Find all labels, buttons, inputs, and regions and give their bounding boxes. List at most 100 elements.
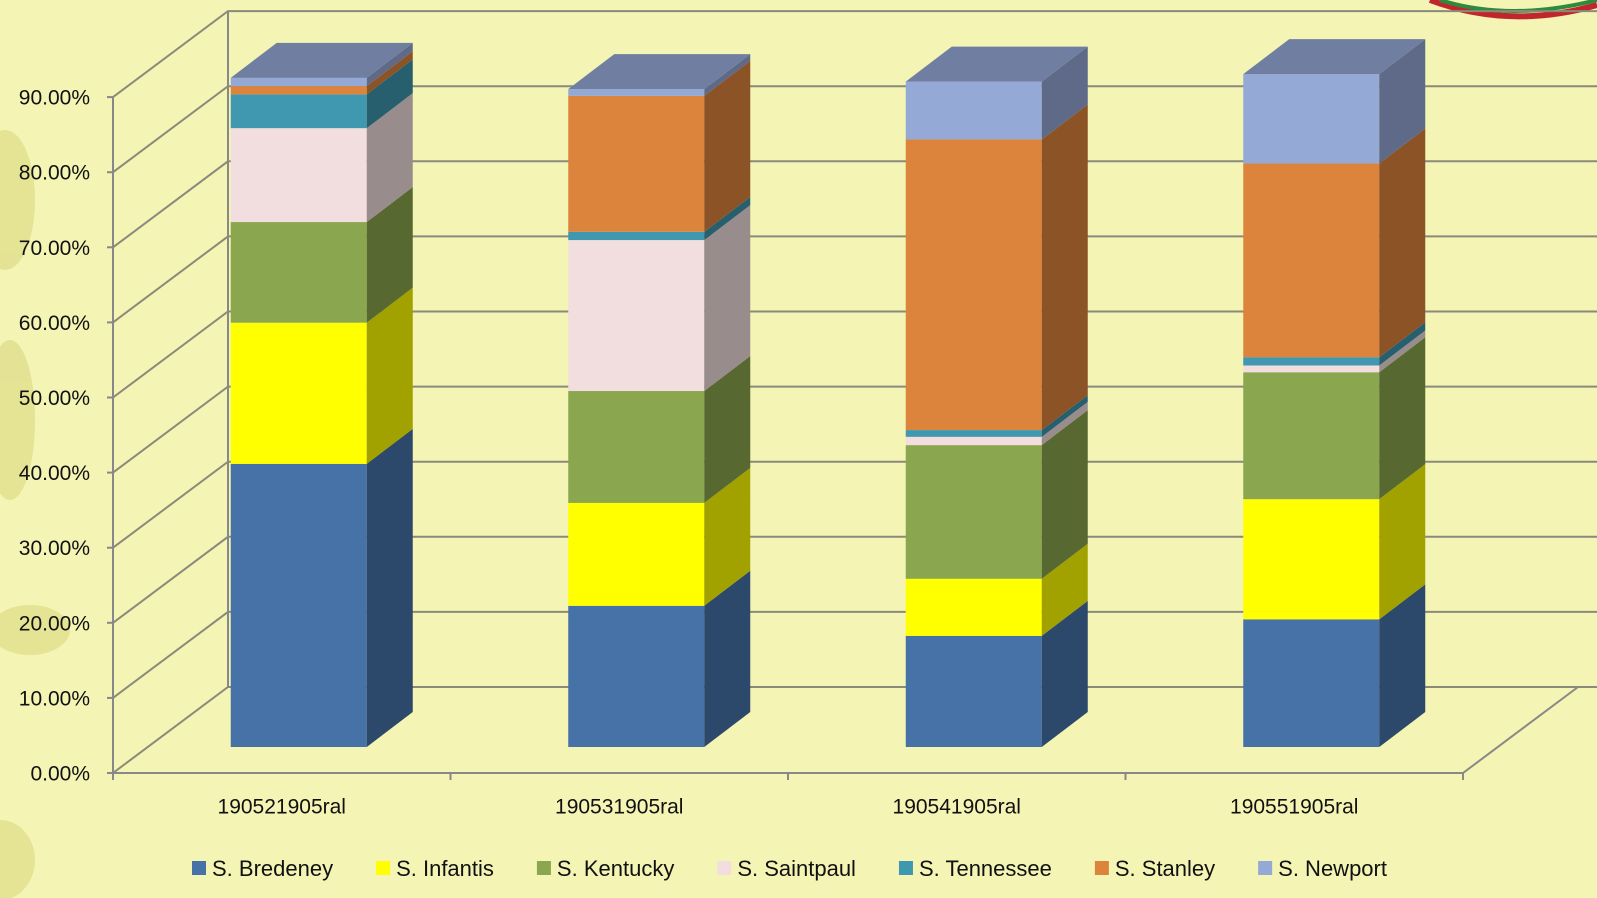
legend-label: S. Infantis	[396, 856, 494, 881]
bar-top	[568, 54, 751, 90]
bar-side	[366, 93, 413, 223]
bar-segment	[568, 502, 705, 606]
bar-segment	[230, 463, 367, 747]
bar-segment	[568, 605, 705, 747]
bar-top	[1243, 39, 1426, 75]
bar-segment	[1243, 372, 1380, 500]
bar-side	[1379, 584, 1426, 747]
bar-segment	[230, 77, 367, 87]
grid-line	[112, 310, 1597, 399]
x-tick-label: 190541905ral	[893, 796, 1021, 819]
bar-segment	[905, 635, 1042, 747]
bar-segment	[230, 94, 367, 129]
y-tick-label: 10.00%	[19, 687, 90, 710]
bar-side	[704, 356, 751, 503]
legend-label: S. Kentucky	[557, 856, 674, 881]
bars	[230, 39, 1426, 747]
bar-side	[366, 51, 413, 95]
legend-label: S. Saintpaul	[737, 856, 856, 881]
y-tick-label: 40.00%	[19, 462, 90, 485]
decoration	[0, 130, 70, 898]
y-tick-label: 70.00%	[19, 237, 90, 260]
legend-swatch	[1094, 861, 1109, 875]
y-tick-label: 30.00%	[19, 537, 90, 560]
bar-side	[1041, 395, 1088, 437]
bar-side	[1041, 401, 1088, 446]
leaf	[0, 340, 35, 500]
leaf	[0, 605, 70, 655]
y-tick-label: 20.00%	[19, 612, 90, 635]
bar-side	[1041, 543, 1088, 636]
bar-segment	[230, 86, 367, 95]
leaf	[0, 820, 35, 898]
grid-line	[112, 10, 1597, 98]
grid-line	[112, 610, 1597, 699]
bar-top	[905, 46, 1088, 82]
bar-side	[704, 205, 751, 392]
grid-line	[112, 85, 1597, 174]
bar-side	[1041, 104, 1088, 431]
leaf	[0, 130, 35, 270]
y-tick-label: 0.00%	[30, 763, 90, 786]
bar-side	[704, 467, 751, 606]
bar-segment	[905, 139, 1042, 431]
bar-side	[366, 287, 413, 464]
grid-line	[112, 535, 1597, 624]
legend-label: S. Stanley	[1115, 856, 1215, 881]
bar-side	[1379, 39, 1426, 164]
bar-side	[1379, 128, 1426, 358]
bar-segment	[905, 436, 1042, 446]
bar-side	[1041, 410, 1088, 579]
bar-side	[1041, 600, 1088, 747]
grid-line	[112, 385, 1597, 474]
bar-segment	[905, 81, 1042, 140]
legend-label: S. Tennessee	[919, 856, 1052, 881]
bar-segment	[1243, 74, 1380, 164]
grid	[107, 10, 1597, 780]
legend-swatch	[192, 861, 206, 875]
bar-segment	[230, 222, 367, 323]
x-tick-label: 190531905ral	[555, 796, 683, 819]
bar-top	[230, 42, 413, 78]
bar-side	[704, 54, 751, 96]
x-tick-label: 190551905ral	[1230, 796, 1358, 819]
legend-swatch	[376, 861, 391, 875]
x-tick-label: 190521905ral	[218, 796, 346, 819]
labels: 0.00% 10.00% 20.00% 30.00% 40.00% 50.00% 60.00…	[19, 87, 1387, 881]
y-tick-label: 50.00%	[19, 387, 90, 410]
grid-line	[112, 160, 1597, 249]
bar-side	[1379, 464, 1426, 620]
bar-side	[1041, 46, 1088, 140]
bar-segment	[1243, 499, 1380, 620]
bar-side	[704, 60, 751, 232]
bar-side	[366, 59, 413, 129]
bar-segment	[905, 578, 1042, 636]
legend-swatch	[536, 861, 551, 875]
bar-segment	[230, 128, 367, 223]
legend-label: S. Newport	[1278, 856, 1387, 881]
bar-side	[366, 428, 413, 747]
bar-segment	[1243, 365, 1380, 373]
bar-side	[366, 187, 413, 323]
grid-line	[112, 235, 1597, 324]
bar-segment	[1243, 619, 1380, 747]
bar-side	[704, 570, 751, 747]
grid-line	[112, 686, 1597, 774]
floor-edge	[1462, 686, 1579, 774]
bar-side	[1379, 337, 1426, 500]
legend-swatch	[898, 861, 913, 875]
bar-side	[1379, 322, 1426, 366]
bar-segment	[1243, 357, 1380, 366]
bar-segment	[568, 95, 705, 232]
legend-swatch	[717, 861, 732, 875]
bar-segment	[1243, 163, 1380, 358]
legend-swatch	[1258, 861, 1273, 875]
bar-segment	[230, 322, 367, 464]
y-tick-label: 60.00%	[19, 312, 90, 335]
bar-side	[1379, 330, 1426, 373]
bar-segment	[568, 231, 705, 241]
legend-label: S. Bredeney	[212, 856, 333, 881]
bar-side	[366, 42, 413, 87]
